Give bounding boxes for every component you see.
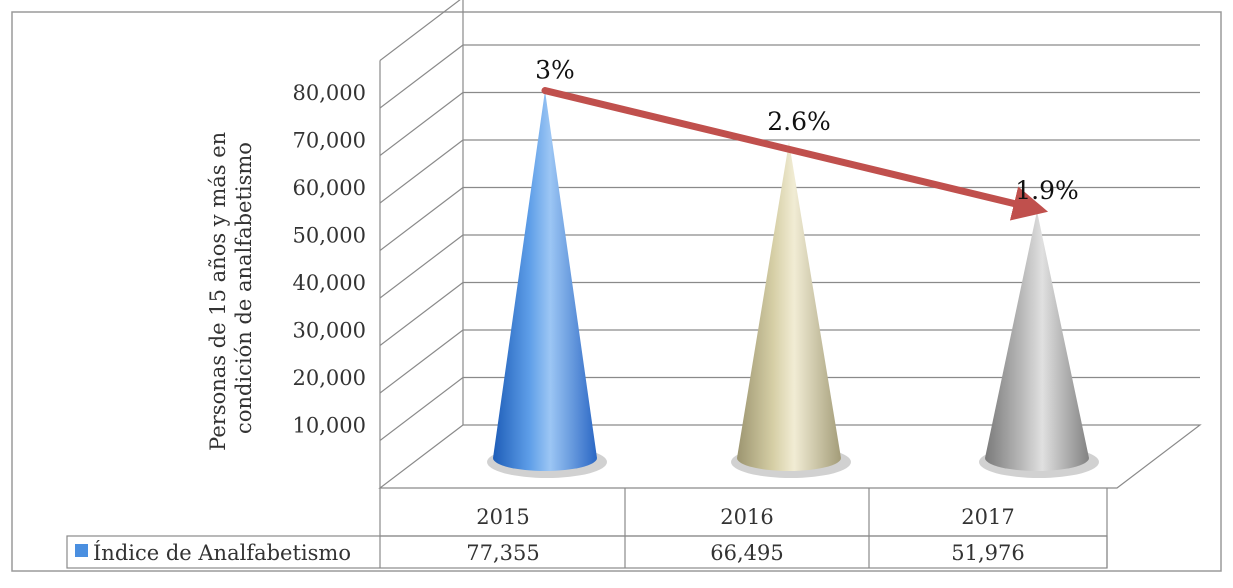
cone-body <box>737 142 841 471</box>
gridline-side-60k <box>379 139 464 204</box>
data-table: Índice de Analfabetismo 2015 77,355 2016 66… <box>66 488 1108 569</box>
grid-layer <box>379 0 1200 488</box>
floor-outline <box>378 424 1202 489</box>
y-tick-label: 10,000 <box>293 414 366 438</box>
legend-key <box>75 544 88 557</box>
category-label: 2017 <box>961 505 1014 529</box>
y-tick-label: 50,000 <box>293 224 366 248</box>
annotation-label: 2.6% <box>767 107 831 136</box>
table-value: 66,495 <box>710 541 783 565</box>
y-tick-label: 20,000 <box>293 366 366 390</box>
gridline-side-90k <box>379 0 461 61</box>
y-axis-title: Personas de 15 años y más en condición d… <box>206 125 256 451</box>
annotation-label: 1.9% <box>1015 176 1079 205</box>
legend-label: Índice de Analfabetismo <box>93 541 351 565</box>
gridline-side-10k <box>379 377 464 441</box>
y-tick-label: 60,000 <box>293 176 366 200</box>
cone-2017 <box>979 211 1099 478</box>
table-value: 77,355 <box>466 541 539 565</box>
y-tick-label: 40,000 <box>293 271 366 295</box>
gridline-side-20k <box>379 329 464 394</box>
trend-arrow <box>541 87 1049 221</box>
cone-2016 <box>731 142 851 478</box>
annotation-layer: 3% 2.6% 1.9% <box>535 56 1079 206</box>
y-tick-label: 70,000 <box>293 129 366 153</box>
gridline-side-30k <box>379 282 464 346</box>
y-tick-label: 80,000 <box>293 81 366 105</box>
cone-body <box>493 90 597 471</box>
gridline-side-50k <box>379 187 464 251</box>
cone-layer <box>487 90 1099 478</box>
gridline-side-80k <box>379 44 464 109</box>
cone-body <box>985 211 1089 471</box>
y-tick-label: 30,000 <box>293 319 366 343</box>
table-value: 51,976 <box>951 541 1024 565</box>
cone-2015 <box>487 90 607 478</box>
annotation-label: 3% <box>535 56 575 85</box>
category-label: 2016 <box>720 505 773 529</box>
y-tick-labels: 10,000 20,000 30,000 40,000 50,000 60,000 70,0… <box>293 81 366 438</box>
gridline-side-70k <box>379 92 464 156</box>
category-label: 2015 <box>476 505 529 529</box>
gridline-side-40k <box>379 234 464 299</box>
